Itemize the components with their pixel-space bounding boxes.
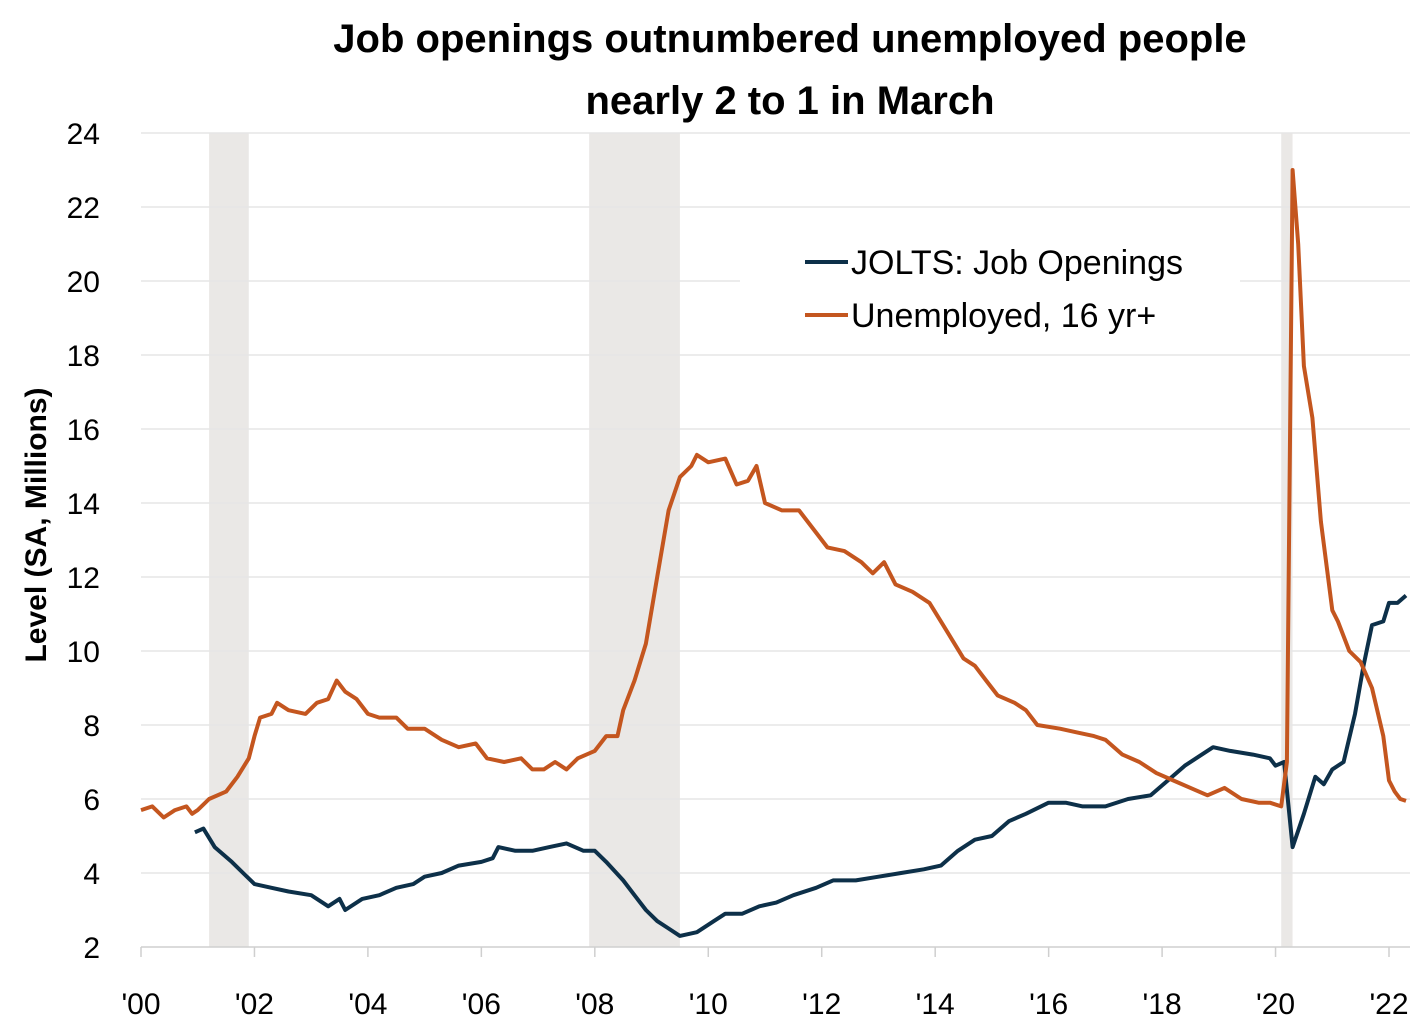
legend-label-unemployed: Unemployed, 16 yr+ (851, 297, 1156, 335)
y-tick-label: 22 (67, 192, 100, 225)
y-tick-label: 8 (83, 710, 100, 743)
y-tick-label: 10 (67, 636, 100, 669)
y-tick-label: 14 (67, 488, 100, 521)
recession-band-2 (1281, 133, 1293, 947)
y-tick-label: 12 (67, 562, 100, 595)
recession-band-1 (589, 133, 680, 947)
y-tick-label: 6 (83, 784, 100, 817)
x-tick-label: '00 (121, 988, 160, 1021)
series-lines (140, 168, 1408, 938)
x-axis-ticks: '00 '02 '04 '06 '08 '10 '12 '14 '16 '18 '20 '22 (121, 947, 1409, 1021)
legend-background (740, 228, 1240, 340)
recession-band-0 (209, 133, 249, 947)
chart-title-line-1: Job openings outnumbered unemployed peop… (333, 17, 1246, 61)
legend-label-job-openings: JOLTS: Job Openings (851, 244, 1183, 282)
y-tick-label: 16 (67, 414, 100, 447)
y-tick-label: 18 (67, 340, 100, 373)
y-tick-label: 20 (67, 266, 100, 299)
x-tick-label: '20 (1256, 988, 1295, 1021)
y-tick-label: 2 (83, 932, 100, 965)
y-axis-label: Level (SA, Millions) (20, 387, 53, 662)
x-tick-label: '18 (1143, 988, 1182, 1021)
x-tick-label: '06 (462, 988, 501, 1021)
x-tick-label: '08 (575, 988, 614, 1021)
y-tick-label: 24 (67, 118, 100, 151)
x-tick-label: '04 (348, 988, 387, 1021)
series-line-jolts-job-openings (194, 593, 1408, 938)
x-tick-label: '12 (802, 988, 841, 1021)
x-tick-label: '10 (689, 988, 728, 1021)
x-tick-label: '14 (916, 988, 955, 1021)
x-tick-label: '02 (235, 988, 274, 1021)
x-tick-label: '16 (1029, 988, 1068, 1021)
x-tick-label: '22 (1369, 988, 1408, 1021)
gridlines (141, 132, 1410, 948)
legend: JOLTS: Job Openings Unemployed, 16 yr+ (740, 228, 1240, 340)
series-line-unemployed-16-yr- (140, 168, 1407, 820)
y-tick-label: 4 (83, 858, 100, 891)
chart-title-line-2: nearly 2 to 1 in March (585, 79, 994, 123)
